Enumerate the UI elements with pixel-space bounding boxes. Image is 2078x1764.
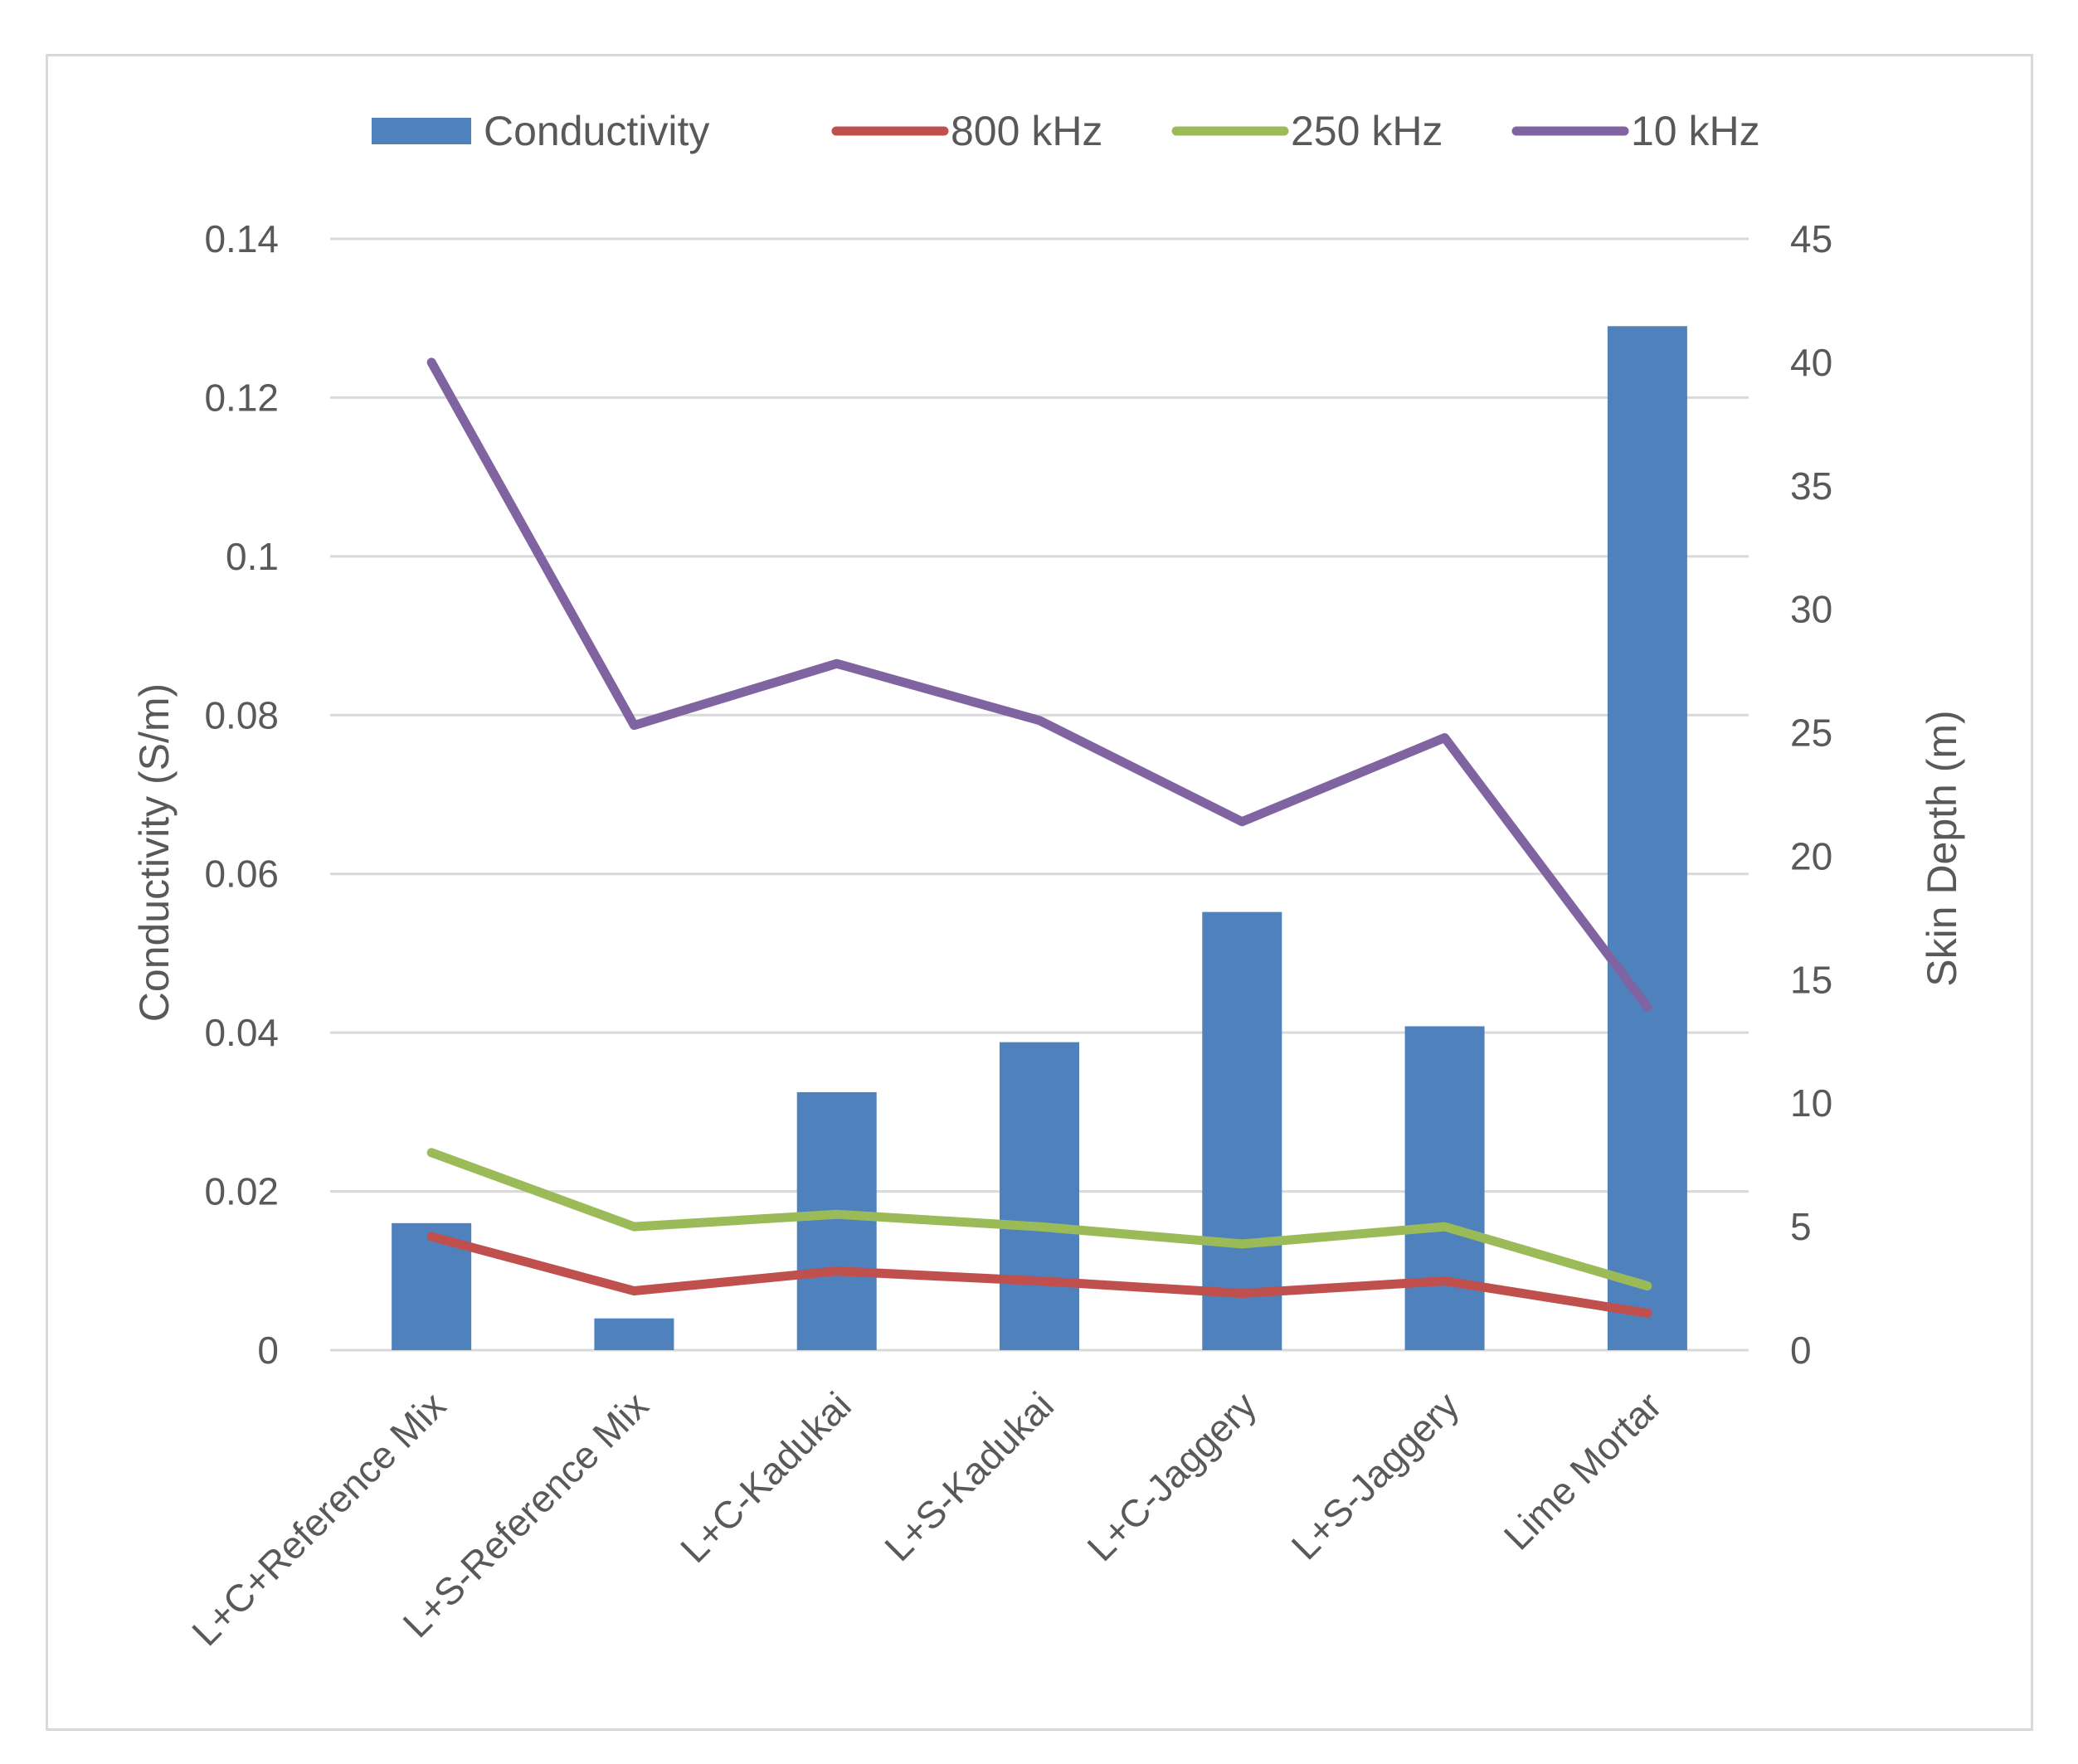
right-tick-label: 35 [1790, 464, 1832, 508]
legend: Conductivity 800 kHz 250 kHz 10 kHz [372, 108, 1760, 154]
conductivity-bar [1202, 911, 1282, 1350]
category-label: L+C-Jaggery [1078, 1383, 1264, 1569]
right-axis-ticks: 0 5 10 15 20 25 30 35 40 45 [1790, 217, 1832, 1372]
right-tick-label: 25 [1790, 712, 1832, 755]
conductivity-bars [392, 326, 1687, 1351]
conductivity-bar [796, 1091, 877, 1350]
legend-label-conductivity: Conductivity [484, 108, 709, 154]
category-label: L+S-Kadukai [876, 1383, 1062, 1569]
left-axis-title: Conductivity (S/m) [131, 683, 178, 1022]
chart-frame: 0 0.02 0.04 0.06 0.08 0.1 0.12 0.14 0 5 10 15 20 25 3… [46, 54, 2033, 1731]
right-tick-label: 15 [1790, 958, 1832, 1001]
left-tick-label: 0 [257, 1329, 279, 1372]
legend-label-800-khz: 800 kHz [951, 108, 1102, 154]
left-tick-label: 0.06 [204, 853, 279, 896]
line-10-khz [426, 357, 1652, 1012]
right-tick-label: 20 [1790, 834, 1832, 877]
right-tick-label: 45 [1790, 217, 1832, 260]
line-250-khz [426, 1148, 1652, 1291]
left-tick-label: 0.12 [204, 376, 279, 419]
category-label: Lime Mortar [1496, 1383, 1670, 1557]
legend-label-10-khz: 10 kHz [1631, 108, 1760, 154]
right-tick-label: 30 [1790, 588, 1832, 631]
legend-label-250-khz: 250 kHz [1291, 108, 1443, 154]
combo-chart: 0 0.02 0.04 0.06 0.08 0.1 0.12 0.14 0 5 10 15 20 25 3… [131, 108, 1965, 1654]
left-tick-label: 0.08 [204, 693, 279, 736]
conductivity-bar [1000, 1042, 1079, 1350]
left-tick-label: 0.04 [204, 1011, 279, 1054]
right-axis-title: Skin Depth (m) [1919, 710, 1965, 986]
line-800-khz [426, 1232, 1652, 1318]
category-label: L+C-Kadukai [672, 1383, 859, 1571]
right-tick-label: 10 [1790, 1081, 1832, 1125]
left-tick-label: 0.14 [204, 217, 279, 260]
left-tick-label: 0.02 [204, 1170, 279, 1213]
left-tick-label: 0.1 [226, 535, 279, 578]
legend-swatch-conductivity [372, 118, 471, 144]
skin-depth-lines [426, 357, 1652, 1318]
gridlines [330, 237, 1749, 1352]
right-tick-label: 0 [1790, 1329, 1812, 1372]
conductivity-bar [594, 1318, 674, 1350]
category-label: L+S-Jaggery [1283, 1383, 1467, 1567]
conductivity-bar [1404, 1026, 1485, 1350]
left-axis-ticks: 0 0.02 0.04 0.06 0.08 0.1 0.12 0.14 [204, 217, 279, 1372]
conductivity-bar [1607, 326, 1687, 1351]
right-tick-label: 5 [1790, 1205, 1812, 1248]
right-tick-label: 40 [1790, 341, 1832, 384]
